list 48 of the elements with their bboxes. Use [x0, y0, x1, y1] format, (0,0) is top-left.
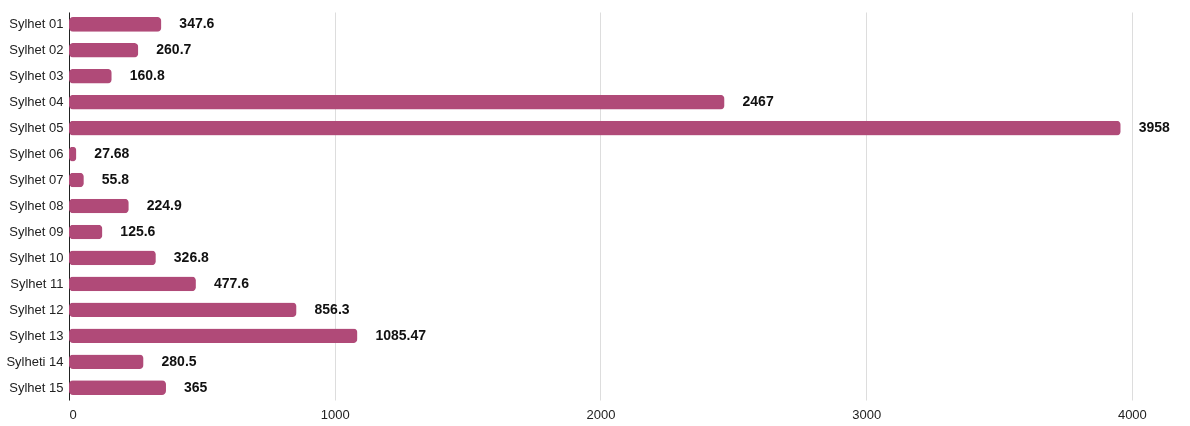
y-tick-label: Sylhet 03	[9, 68, 64, 84]
data-label: 224.9	[146, 197, 183, 213]
x-tick-label: 1000	[320, 406, 350, 422]
data-label: 55.8	[101, 171, 130, 188]
data-label: 2467	[742, 93, 774, 110]
data-label: 477.6	[213, 274, 250, 291]
data-label: 260.7	[156, 41, 192, 58]
bar	[69, 120, 1121, 136]
data-label: 160.8	[129, 67, 165, 84]
y-tick-label: Sylhet 04	[9, 94, 64, 110]
bar	[69, 250, 156, 266]
y-tick-label: Sylhet 09	[9, 223, 64, 239]
data-label: 856.3	[314, 300, 350, 317]
data-label: 347.6	[179, 15, 215, 32]
y-tick-label: Sylhet 05	[9, 120, 64, 136]
data-label: 3958	[1138, 119, 1171, 136]
data-label: 365	[183, 378, 208, 395]
bar	[69, 198, 129, 214]
x-tick-label: 2000	[586, 406, 616, 422]
x-tick-label: 0	[69, 406, 77, 422]
x-tick-label: 4000	[1117, 406, 1147, 422]
data-label: 280.5	[161, 352, 197, 369]
y-tick-label: Sylhet 15	[9, 379, 64, 395]
bar	[69, 276, 196, 292]
bar	[69, 354, 144, 370]
bar	[69, 68, 112, 84]
data-label: 1085.47	[375, 326, 427, 343]
y-tick-label: Sylhet 10	[9, 249, 64, 265]
bar	[69, 380, 166, 395]
bar	[69, 224, 103, 240]
y-tick-label: Sylhet 11	[10, 275, 64, 291]
x-tick-label: 3000	[852, 406, 882, 422]
y-tick-label: Sylhet 01	[9, 16, 64, 32]
data-label: 27.68	[94, 145, 130, 162]
y-tick-label: Sylhet 02	[9, 42, 64, 58]
y-tick-label: Sylheti 14	[6, 353, 64, 369]
y-tick-label: Sylhet 13	[9, 327, 64, 343]
data-label: 125.6	[120, 222, 156, 239]
y-tick-label: Sylhet 12	[9, 301, 64, 317]
y-tick-label: Sylhet 07	[9, 172, 64, 188]
bar	[69, 17, 162, 32]
bar	[69, 42, 139, 58]
bar	[69, 328, 358, 344]
bar	[69, 302, 297, 318]
y-tick-label: Sylhet 06	[9, 146, 64, 162]
data-label: 326.8	[173, 248, 210, 265]
y-tick-label: Sylhet 08	[9, 198, 64, 213]
bar	[69, 94, 725, 110]
